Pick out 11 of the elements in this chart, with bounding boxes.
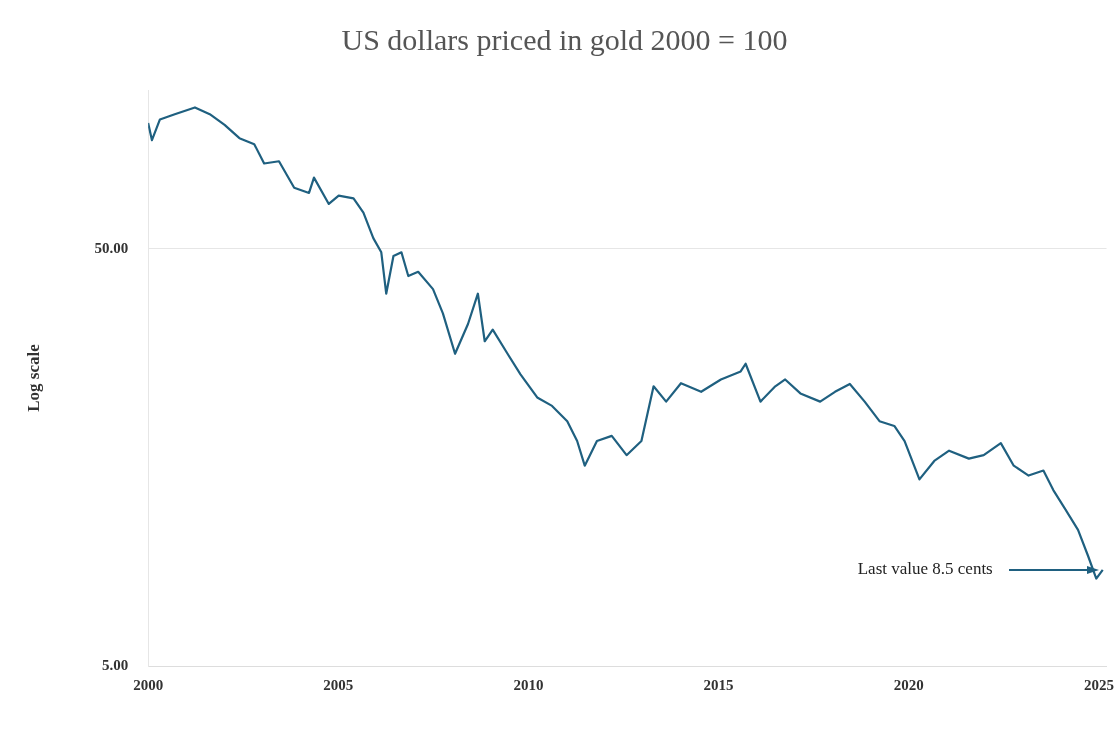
x-tick-label: 2010 bbox=[513, 676, 544, 693]
y-axis-title: Log scale bbox=[23, 343, 43, 412]
y-tick-label: 5.00 bbox=[101, 656, 129, 673]
chart-title: US dollars priced in gold 2000 = 100 bbox=[341, 22, 788, 56]
x-tick-label: 2015 bbox=[703, 676, 734, 693]
x-tick-label: 2005 bbox=[323, 676, 354, 693]
annotation: Last value 8.5 cents bbox=[857, 559, 993, 579]
x-tick-label: 2020 bbox=[893, 676, 924, 693]
x-tick-label: 2025 bbox=[1083, 676, 1114, 693]
x-tick-label: 2000 bbox=[133, 676, 164, 693]
y-tick-label: 50.00 bbox=[94, 239, 129, 256]
